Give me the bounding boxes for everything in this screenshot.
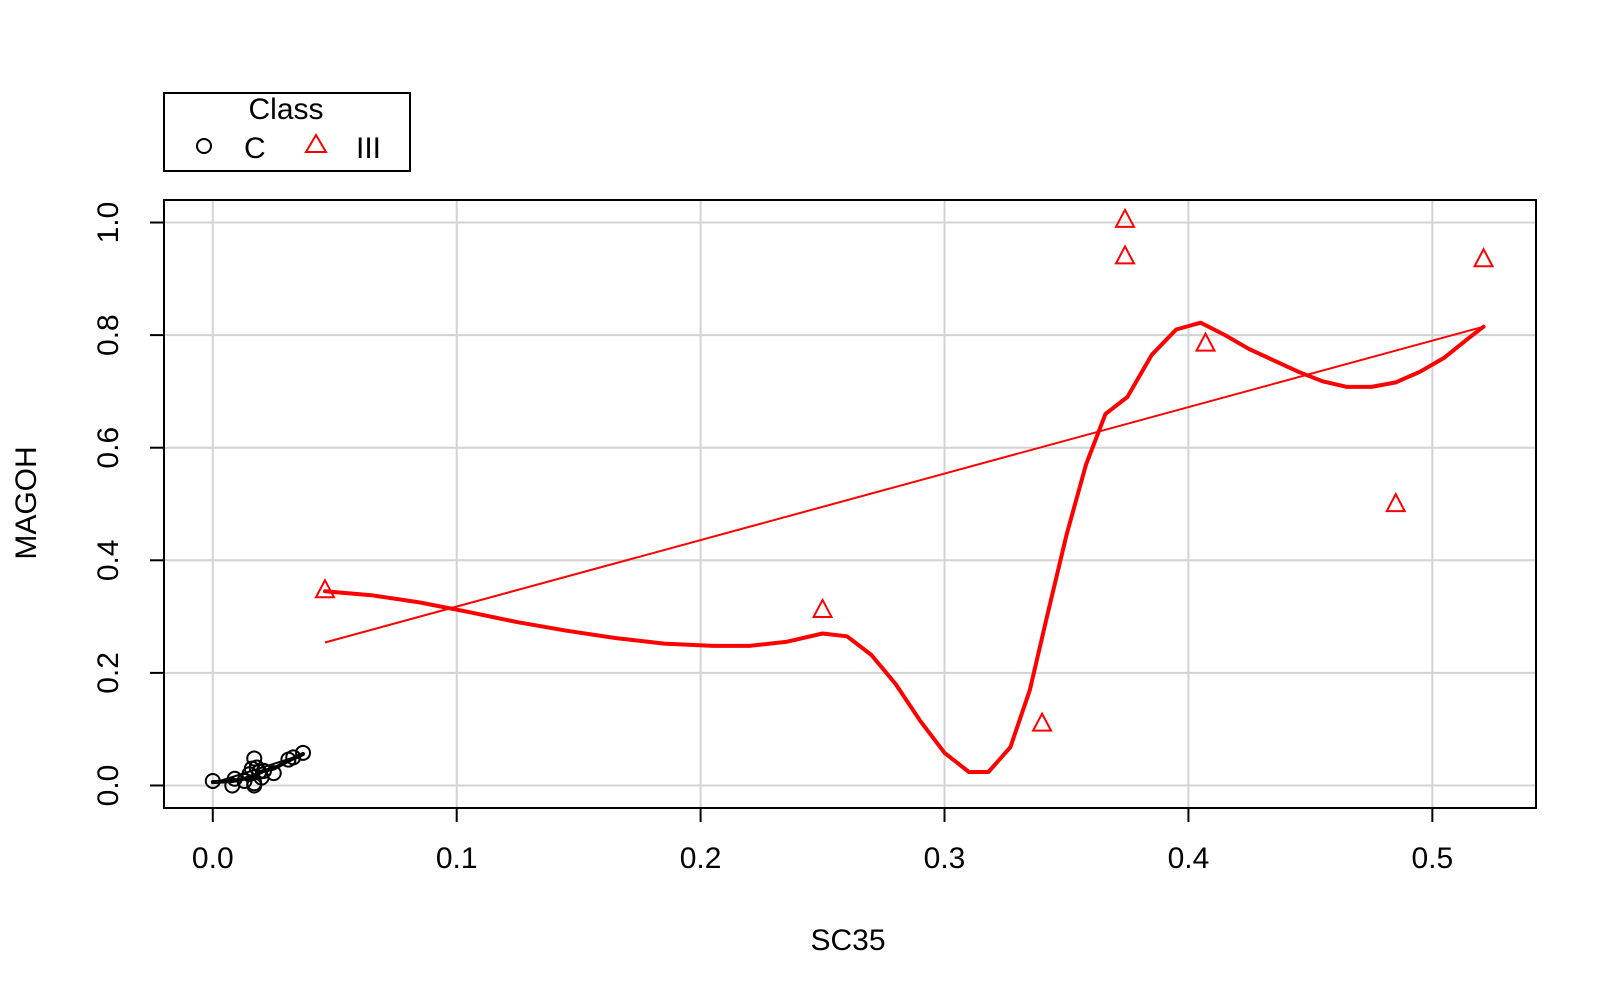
point-iii-4 <box>1114 244 1136 265</box>
x-tick-label-1: 0.1 <box>436 842 478 875</box>
point-c-12 <box>256 762 273 779</box>
legend-symbol-iii <box>304 133 328 153</box>
x-tick-label-0: 0.0 <box>192 842 234 875</box>
x-tick-label-2: 0.2 <box>680 842 722 875</box>
point-iii-6 <box>1385 491 1407 513</box>
legend-label-c: C <box>244 132 266 165</box>
point-iii-2 <box>1031 711 1053 732</box>
y-tick-label-2: 0.4 <box>92 539 125 581</box>
data-points <box>204 207 1495 794</box>
smooth-curves <box>210 320 1486 785</box>
y-tick-label-1: 0.2 <box>92 652 125 694</box>
point-iii-0 <box>314 578 336 599</box>
smooth-curve-iii <box>323 320 1486 774</box>
fit-lines <box>212 325 1484 785</box>
point-c-15 <box>285 749 302 766</box>
y-axis: 0.0 0.2 0.4 0.6 0.8 1.0 <box>92 202 165 807</box>
point-iii-5 <box>1194 331 1217 352</box>
y-tick-label-3: 0.6 <box>92 427 125 469</box>
point-c-2 <box>226 770 243 787</box>
point-c-13 <box>265 765 282 782</box>
x-axis: 0.0 0.1 0.2 0.3 0.4 0.5 <box>192 807 1453 875</box>
legend-title: Class <box>248 93 323 126</box>
x-tick-label-4: 0.4 <box>1168 842 1210 875</box>
point-iii-1 <box>811 597 834 618</box>
x-axis-label: SC35 <box>810 924 885 957</box>
x-tick-label-3: 0.3 <box>924 842 966 875</box>
point-c-16 <box>295 744 312 761</box>
fit-line-iii <box>324 325 1484 644</box>
legend-symbol-c <box>196 138 212 154</box>
legend: Class C III <box>163 92 411 172</box>
y-tick-label-5: 1.0 <box>92 202 125 244</box>
plot-frame <box>163 199 1537 809</box>
x-tick-label-5: 0.5 <box>1411 842 1453 875</box>
y-tick-label-0: 0.0 <box>92 765 125 807</box>
y-tick-label-4: 0.8 <box>92 314 125 356</box>
point-iii-7 <box>1472 247 1495 268</box>
legend-label-iii: III <box>356 132 381 165</box>
point-c-0 <box>204 772 221 789</box>
grid <box>164 200 1536 808</box>
point-iii-3 <box>1114 207 1136 228</box>
y-axis-label: MAGOH <box>10 446 43 559</box>
point-c-8 <box>246 750 263 767</box>
legend-box <box>163 92 411 172</box>
